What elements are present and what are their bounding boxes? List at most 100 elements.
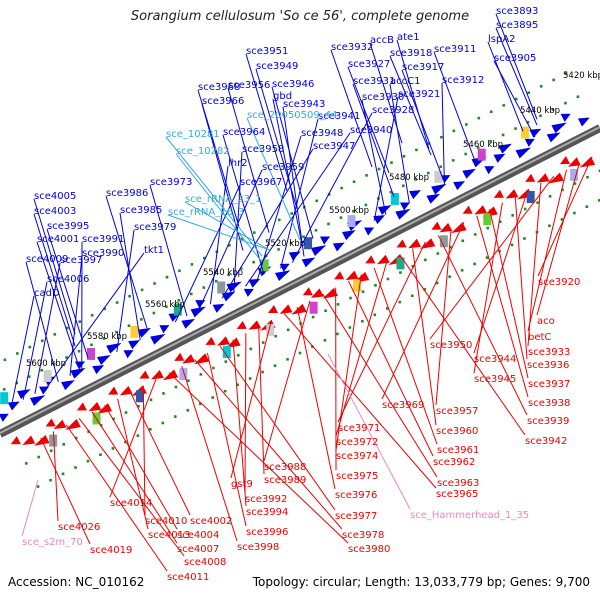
feature-box (309, 301, 318, 314)
tick-dot (140, 288, 144, 292)
rna-label: sce_rRNA_16_3 (168, 207, 244, 218)
reverse-gene-label: sce3978 (342, 530, 384, 541)
reverse-gene-label-line (527, 169, 568, 332)
misc-rna-label-line (327, 353, 411, 510)
forward-gene-arrow (409, 190, 421, 200)
reverse-gene-label-line (514, 195, 528, 360)
tick-dot (36, 485, 40, 488)
forward-gene-arrow (212, 303, 225, 313)
tick-dot (90, 313, 94, 317)
reverse-gene-label-line (104, 405, 178, 530)
tick-dot (65, 326, 69, 330)
forward-gene-label: sce3958 (242, 144, 284, 155)
tick-dot (336, 303, 340, 306)
tick-dot (527, 91, 530, 94)
reverse-gene-label: sce3976 (335, 490, 377, 501)
forward-gene-label: sce3927 (348, 59, 390, 70)
reverse-gene-label: sce3962 (433, 457, 475, 468)
reverse-gene-label: sce3969 (382, 400, 424, 411)
forward-gene-label: sce3943 (283, 99, 325, 110)
reverse-gene-label-line (337, 241, 426, 423)
reverse-gene-label: sce3937 (528, 379, 570, 390)
reverse-gene-label-line (283, 313, 437, 489)
tick-dot (236, 383, 239, 387)
reverse-gene-arrow (462, 205, 473, 214)
rna-label-line (184, 201, 267, 249)
tick-dot (448, 275, 451, 278)
rna-label: sce_10282 (176, 146, 230, 157)
forward-gene-label: sce3905 (494, 53, 536, 64)
tick-dot (149, 398, 153, 402)
tick-dot (261, 341, 265, 344)
reverse-gene-label: sce4004 (177, 530, 219, 541)
reverse-gene-arrow (119, 385, 133, 396)
tick-dot (561, 188, 564, 192)
reverse-gene-label-line (230, 320, 272, 479)
tick-dot (373, 313, 377, 317)
tick-dot (239, 267, 243, 270)
reverse-gene-label: aco (537, 316, 555, 327)
tick-dot (149, 428, 152, 431)
tick-dot (273, 364, 277, 368)
feature-box (439, 235, 448, 248)
tick-dot (74, 466, 77, 469)
reverse-gene-arrow (431, 221, 442, 230)
tick-dot (286, 358, 289, 361)
reverse-gene-label: gst9 (231, 479, 253, 490)
tick-dot (249, 347, 253, 351)
reverse-gene-label: sce3938 (528, 398, 570, 409)
reverse-gene-label-line (117, 398, 149, 530)
tick-dot (449, 245, 452, 249)
tick-dot (477, 116, 481, 120)
tick-dot (377, 167, 381, 171)
forward-gene-label: sce3997 (60, 255, 102, 266)
tick-dot (62, 443, 65, 446)
reverse-gene-label-line (194, 359, 343, 530)
forward-gene-label-line (46, 252, 145, 389)
reverse-gene-label: sce4011 (167, 572, 209, 583)
tick-dot (573, 211, 576, 215)
tick-dot (24, 462, 28, 465)
tick-dot (386, 277, 390, 281)
reverse-gene-label: sce4010 (145, 516, 187, 527)
label-lines (11, 13, 593, 572)
forward-gene-label: sce3931 (353, 76, 395, 87)
forward-gene-label: sce3947 (313, 141, 355, 152)
reverse-gene-label-line (244, 333, 247, 494)
feature-box (49, 434, 58, 447)
reverse-gene-label: sce4013 (148, 530, 190, 541)
tick-dot (174, 385, 178, 389)
forward-gene-label-line (487, 41, 524, 132)
reverse-gene-arrow (182, 354, 196, 364)
reverse-gene-label-line (435, 228, 452, 406)
tick-dot (402, 154, 406, 158)
forward-gene-label: accC1 (390, 76, 420, 87)
reverse-gene-label: sce3965 (436, 489, 478, 500)
forward-gene-label: sce3912 (442, 75, 484, 86)
kbp-tick-label: 5560 kbp (145, 300, 185, 310)
forward-gene-label-line (119, 212, 141, 341)
tick-dot (465, 123, 468, 126)
reverse-gene-arrow (536, 173, 550, 183)
tick-dot (536, 201, 539, 204)
tick-dot (74, 436, 78, 440)
tick-dot (548, 194, 552, 198)
forward-gene-label-line (116, 229, 135, 353)
forward-gene-label-line (361, 99, 387, 215)
tick-dot (111, 447, 115, 450)
tick-dot (214, 279, 218, 283)
reverse-gene-label: sce3996 (246, 527, 288, 538)
reverse-gene-arrow (53, 419, 67, 430)
forward-gene-label-line (441, 82, 445, 185)
forward-gene-label-line (233, 151, 243, 293)
tick-dot (261, 370, 264, 374)
forward-gene-label-line (272, 98, 303, 245)
reverse-gene-label: sce4007 (177, 544, 219, 555)
tick-dot (311, 315, 315, 319)
reverse-gene-label: sce4026 (58, 522, 100, 533)
tick-dot (198, 402, 202, 406)
forward-gene-arrow (395, 208, 411, 220)
reverse-gene-arrow (88, 401, 102, 412)
forward-gene-label-line (245, 53, 288, 192)
tick-dot (112, 417, 115, 421)
